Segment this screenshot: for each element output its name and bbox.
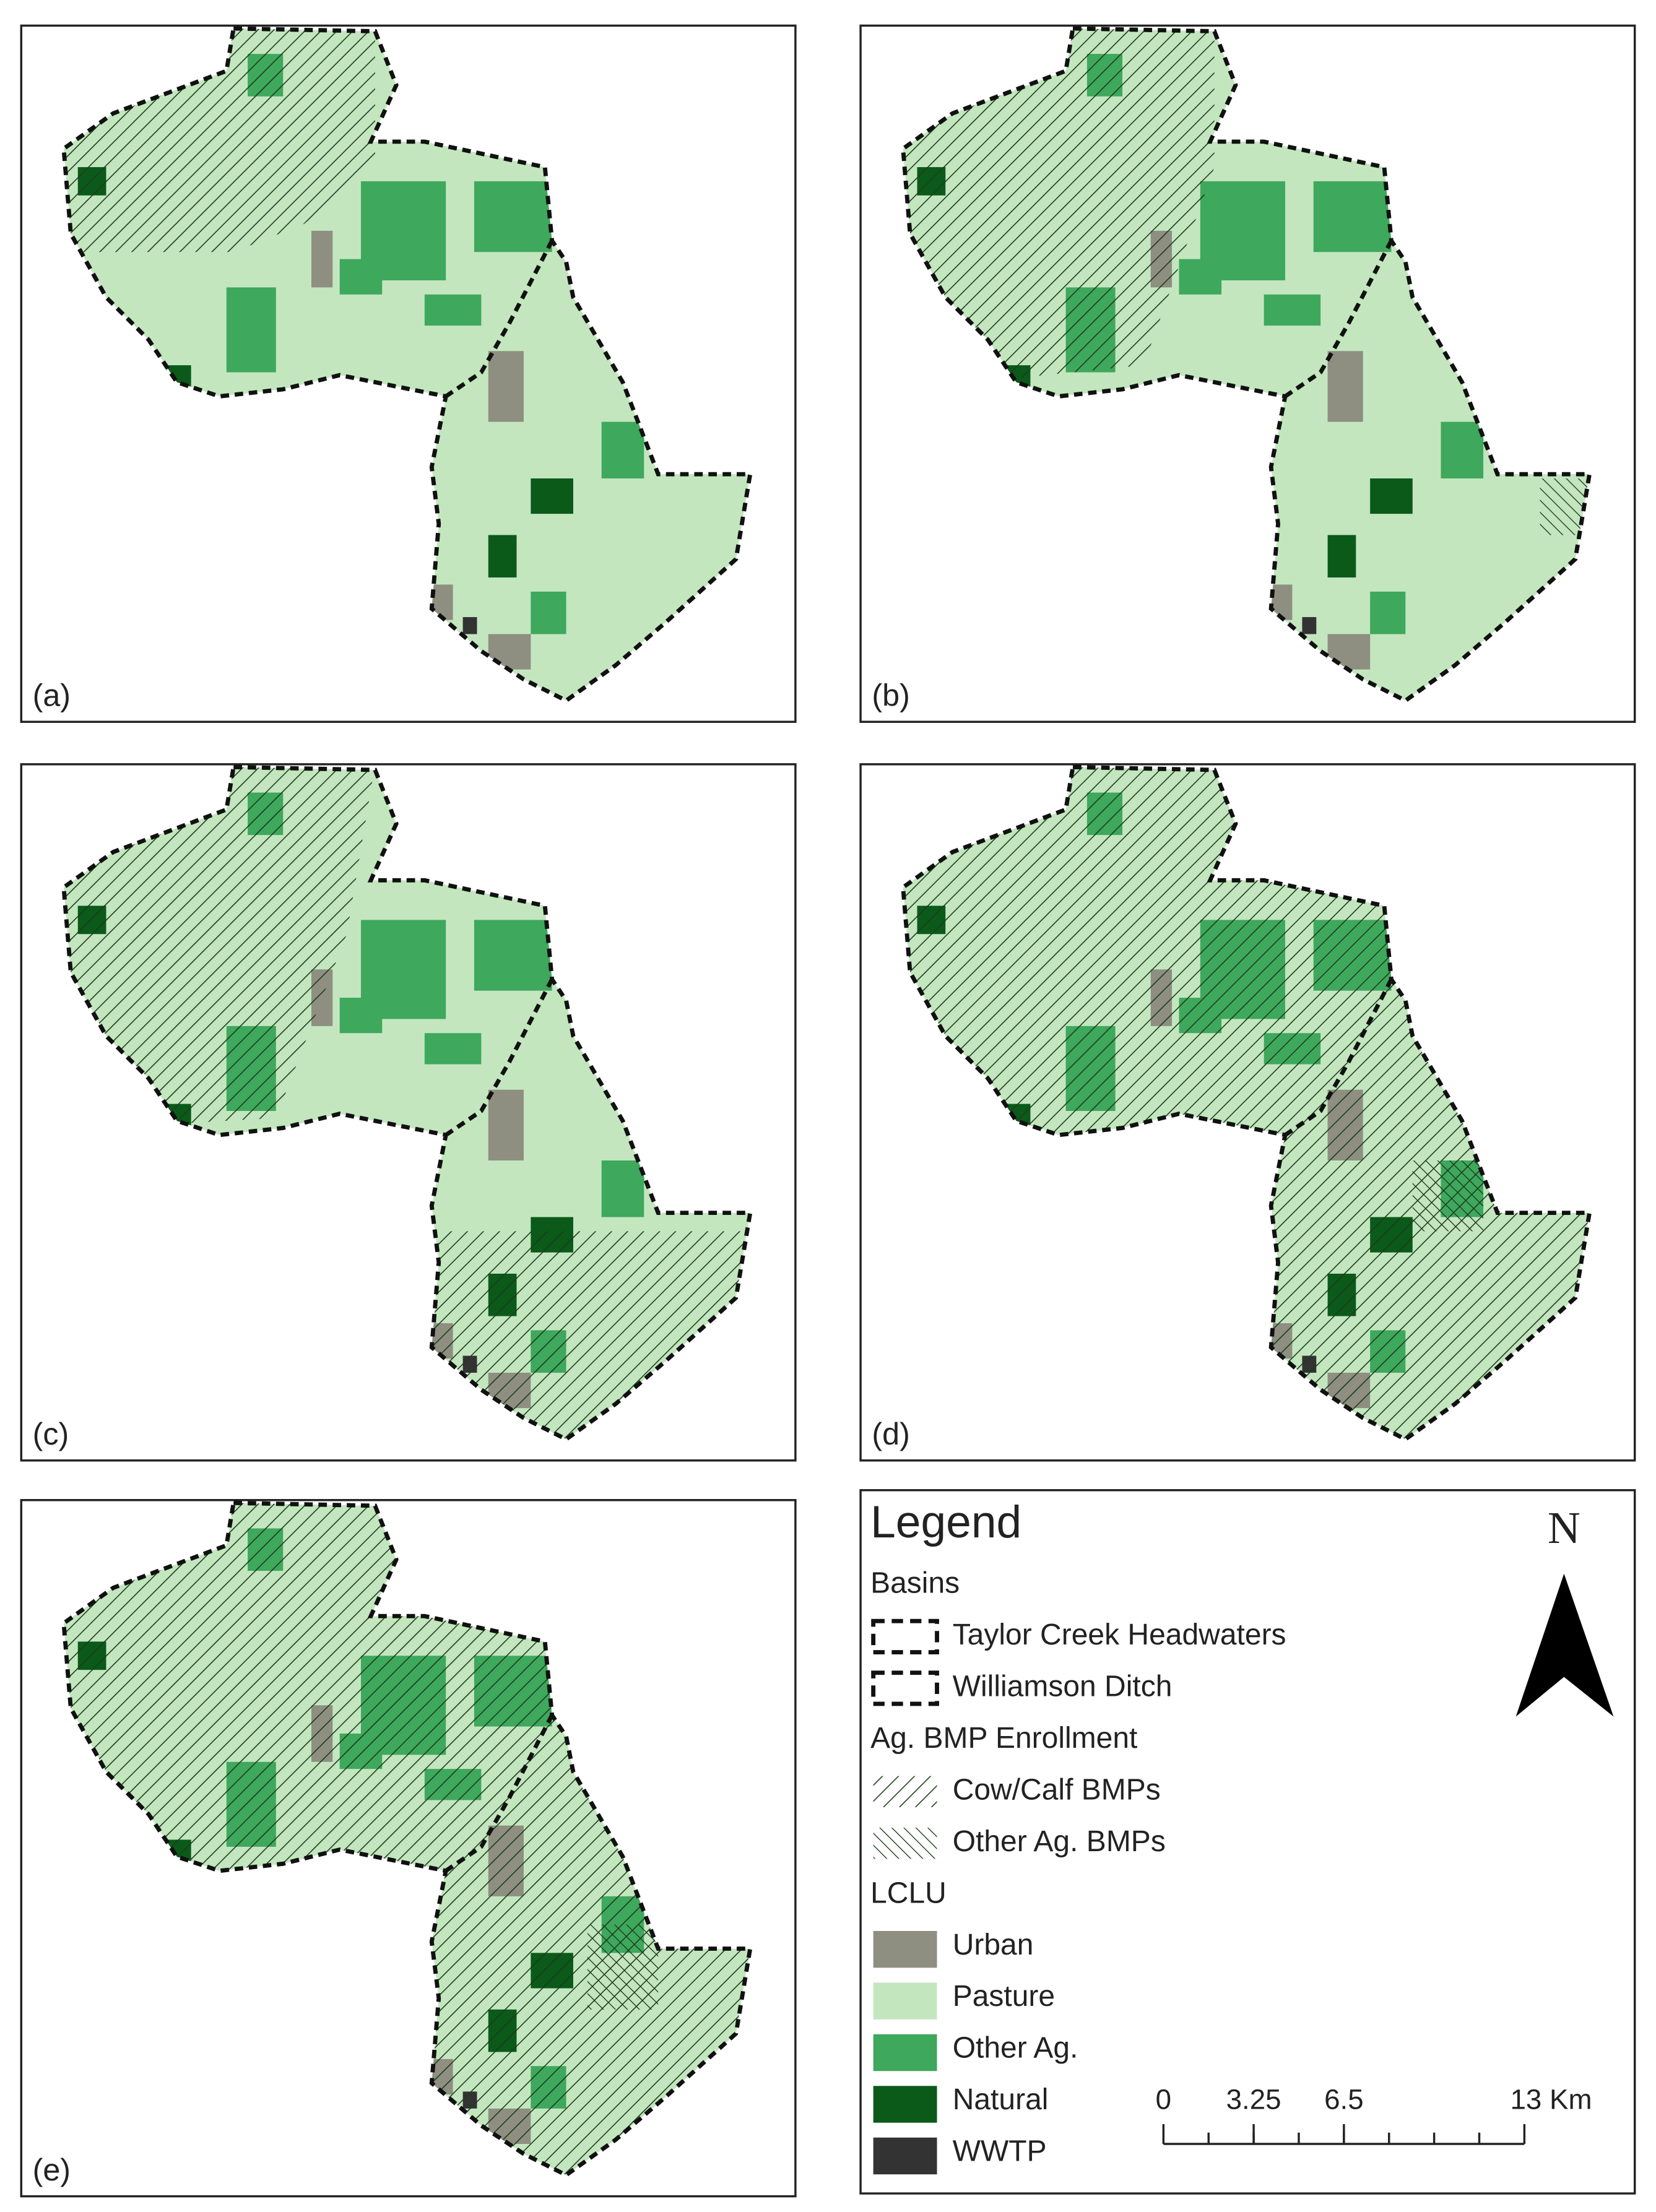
legend-swatch: [873, 1982, 937, 2020]
basin-outline: [61, 1500, 753, 2178]
land-patch: [1441, 421, 1484, 479]
legend-swatch: [873, 2086, 937, 2123]
legend-heading: Ag. BMP Enrollment: [870, 1722, 1137, 1755]
land-patch: [1179, 259, 1222, 295]
basin-outline: [61, 764, 753, 1442]
scale-bar-label: 13 Km: [1511, 2084, 1592, 2115]
basin-divide: [444, 1714, 554, 1873]
land-patch: [424, 1033, 482, 1065]
land-patch: [462, 617, 477, 634]
legend-frame: [859, 1489, 1636, 2195]
land-patch: [311, 230, 333, 288]
legend-label: Other Ag. BMPs: [953, 1825, 1166, 1858]
map-panel: (b): [859, 24, 1636, 723]
legend-heading: LCLU: [870, 1877, 947, 1909]
panel-label: (d): [872, 1416, 909, 1451]
land-patch: [1327, 535, 1356, 578]
land-patch: [531, 478, 573, 514]
scale-bar-label: 0: [1156, 2084, 1171, 2115]
land-patch: [1370, 591, 1406, 634]
land-patch: [1370, 478, 1413, 514]
basin-divide: [1284, 978, 1394, 1137]
panel-label: (c): [33, 1416, 69, 1451]
land-patch: [424, 294, 482, 326]
legend-label: Cow/Calf BMPs: [953, 1773, 1161, 1806]
land-patch: [488, 535, 517, 578]
land-patch: [226, 287, 276, 373]
legend-swatch: [873, 2137, 937, 2175]
basin-outline: [61, 26, 753, 703]
legend-label: Natural: [953, 2083, 1049, 2116]
land-patch: [1313, 181, 1392, 253]
land-patch: [1327, 351, 1363, 422]
legend-swatch: [873, 1828, 937, 1859]
map-panel: (d): [859, 763, 1636, 1462]
north-label: N: [1548, 1503, 1580, 1553]
bmp-hatch: [1540, 478, 1590, 535]
land-patch: [474, 920, 552, 991]
basin-outline: [901, 764, 1592, 1442]
map-panel: (c): [20, 763, 797, 1462]
basin-outline: [901, 26, 1592, 703]
land-patch: [488, 1089, 524, 1161]
land-patch: [488, 351, 524, 422]
legend-label: Other Ag.: [953, 2032, 1078, 2065]
legend-label: Taylor Creek Headwaters: [953, 1618, 1286, 1651]
land-patch: [339, 998, 383, 1034]
basin-divide: [444, 240, 554, 399]
scale-bar-label: 6.5: [1324, 2084, 1364, 2115]
legend-swatch: [873, 1930, 937, 1968]
panel-label: (e): [33, 2152, 71, 2187]
legend-label: Williamson Ditch: [953, 1670, 1173, 1703]
map-panel: (e): [20, 1499, 797, 2198]
land-patch: [474, 181, 552, 253]
land-patch: [601, 1160, 644, 1217]
legend-label: Pasture: [953, 1980, 1055, 2013]
legend-heading: Basins: [870, 1567, 960, 1600]
land-patch: [531, 591, 566, 634]
bmp-hatch: [1412, 1160, 1484, 1232]
legend-swatch: [871, 1618, 939, 1654]
legend-swatch: [873, 2034, 937, 2072]
land-patch: [1264, 294, 1321, 326]
legend-label: WWTP: [953, 2135, 1047, 2168]
basin-divide: [1284, 240, 1394, 399]
legend-swatch: [871, 1670, 939, 1706]
panel-label: (b): [872, 678, 909, 713]
map-panel: (a): [20, 24, 797, 723]
legend-title: Legend: [870, 1497, 1021, 1547]
land-patch: [339, 259, 383, 295]
basin-divide: [444, 978, 554, 1137]
panel-label: (a): [33, 678, 71, 713]
scale-bar-label: 3.25: [1226, 2084, 1281, 2115]
bmp-hatch: [587, 1924, 659, 2010]
legend-label: Urban: [953, 1929, 1034, 1961]
legend: Legend Basins Taylor Creek Headwaters Willi…: [859, 1489, 1636, 2195]
legend-swatch: [873, 1776, 937, 1807]
north-arrow: [1515, 1573, 1614, 1717]
land-patch: [601, 421, 644, 479]
land-patch: [1302, 617, 1317, 634]
